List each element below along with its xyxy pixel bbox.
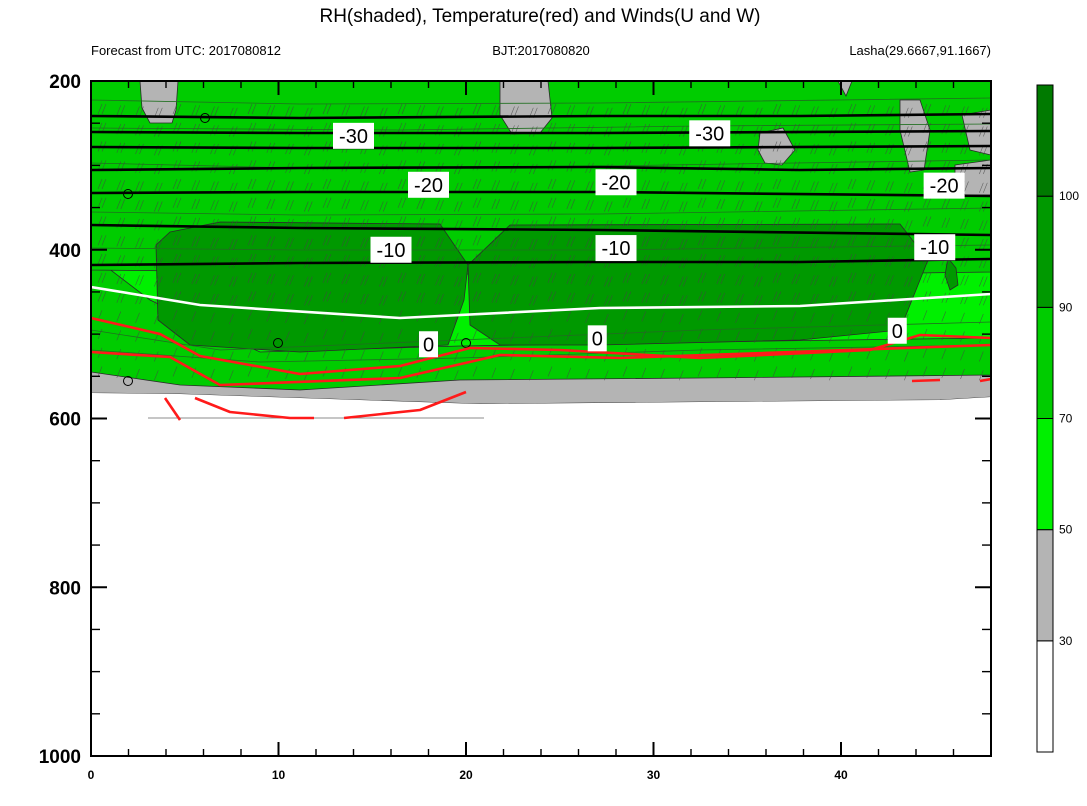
temperature-label-box [923,172,965,199]
colorbar-segment [1036,306,1054,420]
temperature-label: 0 [419,331,438,358]
x-tick-label: 40 [834,768,848,782]
colorbar-label: 90 [1059,300,1073,314]
calm-wind-marker [273,338,283,348]
x-tick-label: 10 [272,768,286,782]
temperature-label: -10 [595,235,637,262]
temperature-contour [91,129,991,135]
rh-patch-gray-5 [961,109,991,156]
y-tick-label: 400 [49,241,81,262]
plot-area [91,81,991,756]
temperature-label-text: -20 [414,175,443,197]
x-tick-label: 0 [88,768,95,782]
temperature-label: -10 [914,234,956,261]
rh-contour-line [91,344,991,363]
wind-barb-grid [97,103,988,381]
temperature-label-text: 0 [592,328,603,350]
temperature-label: -20 [408,171,449,198]
temperature-label-box [370,236,412,263]
forecast-subtitle: Forecast from UTC: 2017080812 [91,43,281,58]
temperature-label-box [408,171,449,198]
temperature-label: 0 [587,325,607,352]
temperature-label-box [419,331,438,358]
temperature-contour [91,190,991,198]
temperature-label-text: -10 [602,238,631,260]
colorbar-label: 50 [1059,523,1073,537]
wind-barbs [97,103,988,419]
colorbar: 30 50 70 90 100 [1036,84,1079,753]
colorbar-segment [1036,640,1054,753]
missing-data-area [91,393,991,756]
temperature-contour [91,112,991,120]
rh-band-mid [91,254,991,391]
x-tick-label: 20 [459,768,473,782]
temperature-label-box [595,235,637,262]
rh-contour-line [91,244,991,251]
temperature-contours [91,112,991,421]
temperature-label-text: -20 [930,176,959,198]
y-tick-label: 600 [49,410,81,431]
temperature-contour [91,144,991,150]
temperature-label-box [689,120,731,147]
temperature-contour-red [979,377,991,383]
temperature-label-text: -10 [920,237,949,259]
axes: 0 10 20 30 40 200 400 600 800 1000 [39,72,991,782]
temperature-contour [91,223,991,237]
temperature-label: 0 [887,317,907,344]
temperature-label-box [914,234,956,261]
temperature-contour-red [91,316,991,376]
temperature-label-box [887,317,907,344]
temperature-label: -20 [595,169,637,196]
temperature-contour-red [91,343,991,387]
calm-wind-marker [461,338,471,348]
x-tick-label: 30 [647,768,661,782]
temperature-label-text: 0 [892,321,903,343]
temperature-label-box [587,325,607,352]
temperature-labels: -30 -30 -20 -20 -20 -10 -10 -10 0 0 0 [333,120,965,358]
colorbar-segment [1036,195,1054,308]
colorbar-label: 100 [1059,189,1079,203]
colorbar-segment [1036,418,1054,531]
rh-patch-dark-b [467,223,929,346]
rh-patch-gray-1 [139,81,179,124]
temperature-contour-red [163,397,182,421]
location-subtitle: Lasha(29.6667,91.1667) [849,43,991,58]
temperature-label-box [595,169,637,196]
temperature-label-text: -10 [377,240,406,262]
colorbar-label: 70 [1059,412,1073,426]
rh-shading [91,81,991,756]
temperature-contour [91,257,991,267]
temperature-label-text: -20 [602,172,631,194]
rh-contour-line [91,97,991,105]
y-tick-label: 800 [49,578,81,599]
y-tick-label: 1000 [39,747,81,768]
colorbar-segment [1036,529,1054,642]
temperature-label: -30 [333,122,374,149]
temperature-label: -20 [923,172,965,199]
temperature-label: -30 [689,120,731,147]
temperature-contour [91,165,991,172]
y-tick-label: 200 [49,72,81,93]
colorbar-label: 30 [1059,634,1073,648]
temperature-label-text: 0 [423,334,434,356]
temperature-label-box [333,122,374,149]
temperature-contour-red [194,396,314,420]
zero-isotherm [91,285,991,320]
chart-title: RH(shaded), Temperature(red) and Winds(U… [319,6,760,27]
rh-patch-dark-c [944,257,959,291]
rh-patch-gray-2 [499,81,553,135]
temperature-label: -10 [370,236,412,263]
colorbar-segment [1036,84,1054,197]
temperature-contour-red [343,390,467,420]
bjt-subtitle: BJT:2017080820 [492,43,590,58]
temperature-label-text: -30 [339,126,368,148]
temperature-contour-red [911,378,941,383]
rh-contour-line [91,207,991,216]
temperature-label-text: -30 [695,123,724,145]
calm-wind-marker [123,376,133,386]
